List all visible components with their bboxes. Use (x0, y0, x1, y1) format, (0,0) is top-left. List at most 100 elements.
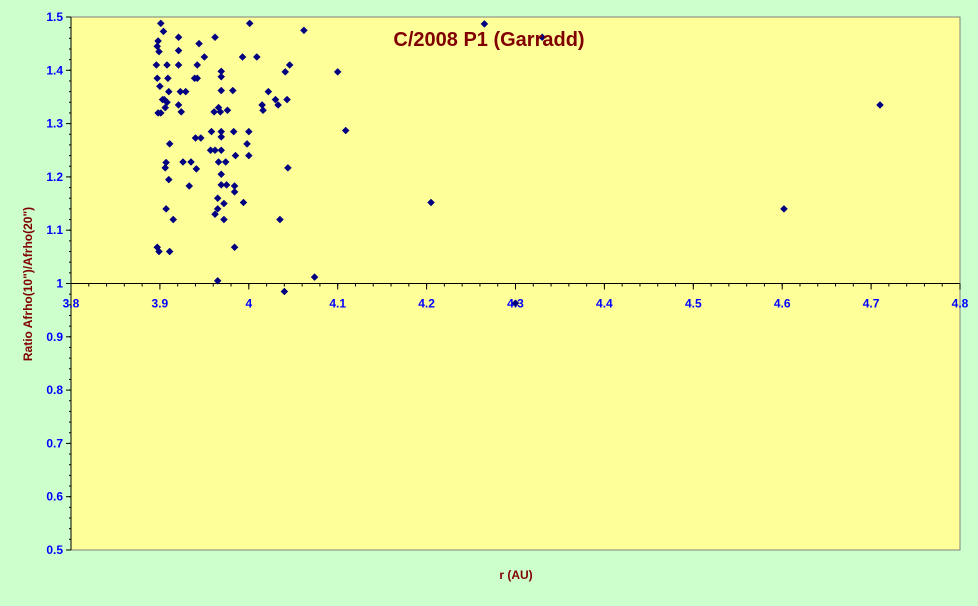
data-point (207, 127, 216, 136)
data-point (284, 163, 292, 172)
data-point (164, 87, 173, 96)
data-point (213, 205, 222, 213)
data-point (211, 146, 219, 155)
data-point (174, 101, 183, 109)
data-point (211, 210, 219, 219)
data-point (252, 53, 261, 61)
data-point (217, 86, 226, 95)
data-point (181, 87, 190, 96)
data-point (214, 158, 223, 166)
data-point (283, 95, 291, 104)
data-point (223, 106, 232, 115)
data-point (228, 86, 237, 95)
data-point (196, 134, 205, 142)
data-point (156, 109, 165, 117)
data-point (169, 215, 178, 224)
data-point (217, 72, 226, 81)
x-tick-label: 3.8 (63, 297, 80, 311)
data-point (300, 26, 308, 35)
x-tick-label: 4.2 (418, 297, 435, 311)
data-point (176, 87, 185, 96)
data-point (243, 140, 251, 148)
data-point (274, 101, 282, 109)
data-point (164, 74, 172, 83)
data-point (165, 140, 174, 148)
data-point (230, 187, 239, 196)
data-point (179, 158, 187, 166)
y-tick-label: 1.5 (46, 10, 63, 24)
y-tick-label: 1 (56, 277, 63, 291)
x-axis-title: r (AU) (499, 568, 532, 582)
data-point (239, 198, 248, 207)
data-point (244, 127, 253, 136)
data-point (217, 146, 226, 155)
data-point (427, 198, 435, 207)
data-point (210, 108, 218, 116)
data-point (222, 181, 231, 189)
data-point (217, 181, 226, 189)
y-tick-label: 1.1 (46, 223, 63, 237)
data-point (230, 243, 239, 252)
data-point (280, 287, 289, 296)
x-tick-label: 4.8 (952, 297, 969, 311)
y-tick-label: 0.5 (46, 543, 63, 557)
y-tick-label: 1.2 (46, 170, 63, 184)
data-point (163, 61, 171, 69)
data-point (211, 33, 219, 42)
data-point (156, 19, 165, 28)
data-point (238, 53, 247, 61)
data-point (271, 95, 280, 104)
data-point (200, 53, 209, 61)
chart-title: C/2008 P1 (Garradd) (393, 29, 584, 51)
data-point (174, 61, 183, 69)
data-point (193, 74, 202, 83)
data-point (480, 20, 489, 28)
data-point (156, 82, 164, 91)
data-point (264, 87, 273, 96)
data-point (162, 158, 170, 167)
data-point (191, 134, 200, 142)
data-point (155, 247, 163, 256)
data-point (165, 247, 174, 256)
data-point (245, 19, 254, 28)
data-point (195, 39, 203, 48)
y-tick-label: 0.7 (46, 436, 63, 450)
data-point (152, 61, 161, 69)
data-point (229, 127, 238, 136)
data-point (231, 151, 240, 160)
data-point (193, 61, 202, 69)
data-point (161, 163, 170, 172)
data-point (153, 74, 162, 83)
y-axis: 0.5 0.6 0.7 0.8 0.9 1 1.1 1.2 1.3 1.4 1.5 (46, 10, 72, 557)
data-point (244, 151, 253, 160)
data-point (780, 205, 788, 213)
data-point (213, 276, 222, 285)
data-point (220, 199, 228, 208)
x-tick-label: 4.5 (685, 297, 702, 311)
data-point (310, 273, 319, 281)
x-tick-label: 4.1 (329, 297, 346, 311)
data-point (214, 103, 223, 112)
data-point (221, 158, 230, 166)
x-tick-label: 4 (245, 297, 252, 311)
data-point (192, 165, 201, 173)
data-point (155, 47, 163, 56)
data-point (217, 170, 226, 179)
x-tick-label: 4.6 (774, 297, 791, 311)
data-point (174, 33, 183, 42)
y-tick-label: 0.8 (46, 383, 63, 397)
data-points (152, 19, 884, 308)
x-tick-label: 4.7 (863, 297, 880, 311)
data-point (281, 68, 290, 76)
y-tick-label: 0.9 (46, 330, 63, 344)
y-tick-label: 1.4 (46, 63, 63, 77)
data-point (161, 103, 170, 112)
y-tick-label: 1.3 (46, 117, 63, 131)
data-point (174, 46, 183, 55)
data-point (177, 108, 186, 116)
data-point (538, 33, 547, 42)
data-point (259, 106, 267, 115)
data-point (185, 182, 194, 190)
